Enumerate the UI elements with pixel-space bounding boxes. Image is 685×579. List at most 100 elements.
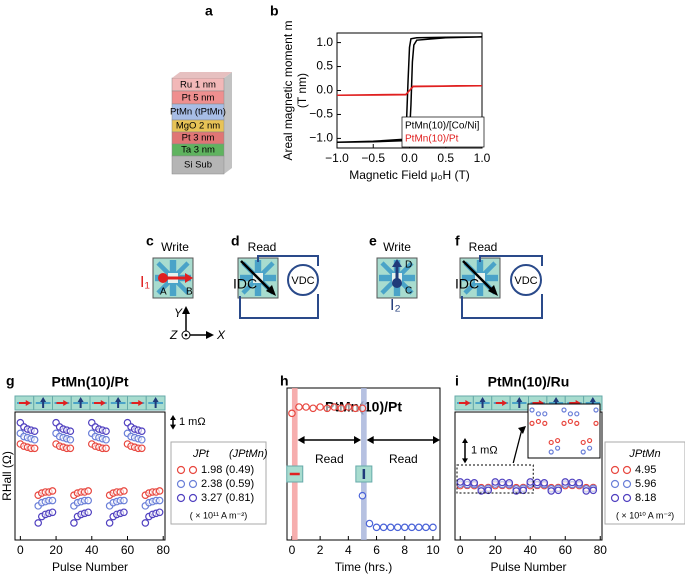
x-tick-label: 4 bbox=[345, 543, 352, 557]
arrow-head bbox=[488, 285, 498, 296]
voltmeter bbox=[287, 264, 319, 296]
x-tick-label: 80 bbox=[157, 543, 171, 557]
data-point bbox=[548, 449, 554, 455]
terminal-label: D bbox=[405, 260, 412, 271]
y-tick-label: −0.5 bbox=[309, 107, 333, 121]
circuit-wire bbox=[239, 255, 319, 319]
data-point bbox=[554, 486, 563, 495]
data-point bbox=[155, 496, 164, 505]
data-point bbox=[533, 478, 542, 487]
y-tick-label: 0.0 bbox=[316, 83, 333, 97]
arrow-head bbox=[366, 436, 374, 444]
arrow-head bbox=[206, 331, 214, 339]
data-point bbox=[288, 409, 296, 418]
data-point bbox=[586, 445, 593, 451]
x-axis-label: Pulse Number bbox=[52, 560, 128, 574]
layer-top bbox=[172, 72, 232, 78]
voltage-label: VDC bbox=[514, 275, 537, 287]
legend-marker bbox=[622, 479, 632, 489]
arrow-head bbox=[479, 397, 486, 402]
arrow-head bbox=[589, 397, 596, 402]
data-point bbox=[66, 444, 75, 453]
x-axis-label: Magnetic Field μ₀H (T) bbox=[349, 168, 470, 182]
layer-label: Si Sub bbox=[184, 160, 212, 171]
x-tick-label: 40 bbox=[85, 543, 99, 557]
current-source bbox=[392, 278, 402, 288]
x-tick-label: 8 bbox=[401, 543, 408, 557]
y-tick-label: 1.0 bbox=[316, 35, 333, 49]
panel-label: d bbox=[231, 233, 240, 249]
x-axis-label: Time (hrs.) bbox=[335, 560, 393, 574]
data-point bbox=[84, 487, 93, 495]
panel-label: e bbox=[369, 233, 377, 249]
legend-label: PtMn(10)/Pt bbox=[405, 134, 459, 145]
data-point bbox=[567, 411, 574, 417]
x-tick-label: −0.5 bbox=[361, 151, 385, 165]
data-point bbox=[351, 404, 360, 413]
data-point bbox=[102, 444, 110, 453]
data-point bbox=[379, 523, 388, 532]
data-point bbox=[155, 508, 164, 517]
panel-label: g bbox=[6, 373, 15, 389]
data-point bbox=[30, 427, 39, 436]
axis-name: Z bbox=[169, 328, 178, 342]
arrow-head bbox=[502, 400, 508, 406]
arrow-head bbox=[115, 397, 122, 402]
arrow-head bbox=[170, 415, 176, 420]
data-point bbox=[365, 519, 374, 528]
diagram-title: Read bbox=[469, 240, 498, 254]
data-point bbox=[526, 478, 535, 486]
data-point bbox=[470, 479, 479, 487]
data-point bbox=[302, 403, 310, 411]
layer-side bbox=[224, 72, 232, 174]
data-point bbox=[66, 427, 75, 436]
data-point bbox=[84, 496, 93, 505]
data-point bbox=[337, 404, 346, 413]
arrow-head bbox=[63, 400, 69, 406]
x-tick-label: 20 bbox=[489, 543, 503, 557]
zoom-arrow bbox=[512, 428, 523, 464]
data-point bbox=[567, 418, 574, 425]
data-point bbox=[102, 427, 110, 436]
panel-label: b bbox=[270, 3, 279, 19]
data-point bbox=[529, 407, 535, 413]
data-point bbox=[295, 403, 303, 411]
data-point bbox=[422, 523, 430, 532]
legend-label: PtMn(10)/[Co/Ni] bbox=[405, 121, 480, 132]
data-point bbox=[589, 486, 598, 495]
data-point bbox=[574, 411, 580, 417]
data-point bbox=[316, 403, 324, 411]
hall-devices bbox=[152, 257, 501, 299]
data-point bbox=[372, 523, 381, 532]
circuit-wire bbox=[461, 255, 543, 319]
data-point bbox=[542, 420, 548, 426]
arrow-head bbox=[462, 438, 468, 443]
x-tick-label: 0 bbox=[457, 543, 464, 557]
data-point bbox=[491, 478, 500, 486]
data-point bbox=[540, 479, 549, 487]
panel-label: f bbox=[455, 233, 460, 249]
data-point bbox=[120, 508, 128, 517]
scale-bar-label: 1 mΩ bbox=[471, 445, 498, 457]
axis-name: Y bbox=[174, 306, 183, 320]
diagram-title: Write bbox=[161, 240, 189, 254]
y-axis-label: Areal magnetic moment m bbox=[281, 20, 295, 160]
highlight-span bbox=[291, 388, 298, 540]
data-point bbox=[561, 420, 567, 426]
data-point bbox=[48, 487, 57, 495]
legend-marker bbox=[610, 493, 620, 503]
data-point bbox=[386, 523, 395, 532]
data-point bbox=[429, 523, 437, 532]
y-tick-label: 0.5 bbox=[316, 59, 333, 73]
layer-stack: Ru 1 nm Pt 5 nm PtMn (tPtMn) MgO 2 nm Pt… bbox=[170, 72, 232, 175]
legend-marker bbox=[188, 465, 198, 475]
legend-marker bbox=[610, 479, 620, 489]
current-label: IDC bbox=[233, 276, 257, 292]
data-point bbox=[574, 420, 580, 426]
current-label: IDC bbox=[455, 276, 479, 292]
data-point bbox=[48, 496, 57, 505]
data-point bbox=[48, 508, 57, 517]
data-line bbox=[336, 84, 483, 97]
data-point bbox=[344, 403, 353, 411]
y-axis-label: RHall (Ω) bbox=[0, 451, 14, 501]
